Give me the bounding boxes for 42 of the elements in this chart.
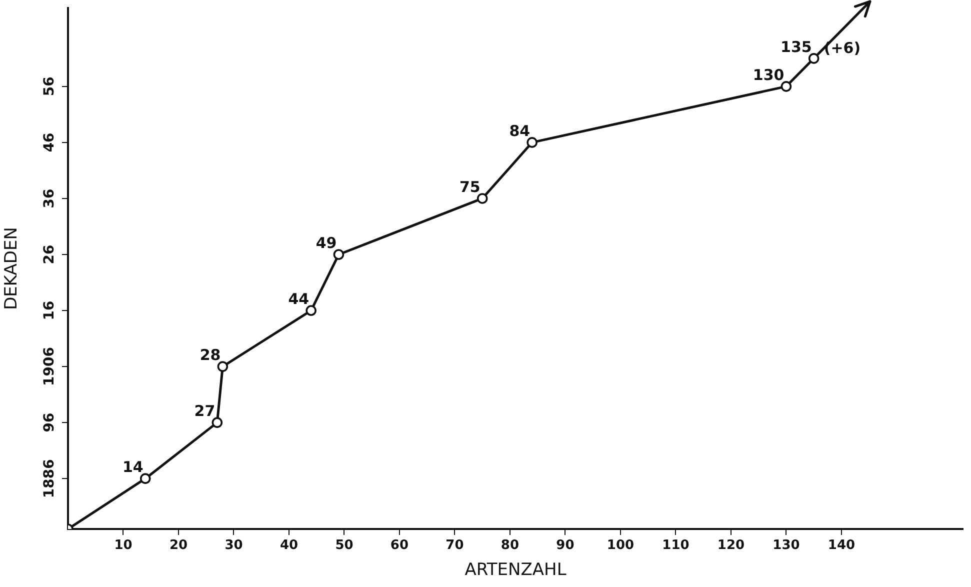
x-tick-label: 10 [114,538,132,554]
annotation: 130 [752,66,784,84]
y-tick-label: 1886 [42,459,58,498]
x-tick-label: 80 [500,538,520,554]
point [212,417,223,428]
y-axis-title: DEKADEN [2,227,22,310]
point [217,361,228,372]
x-tick-label: 70 [446,538,464,554]
point [333,249,344,260]
x-tick-label: 100 [606,538,634,554]
x-tick-label: 40 [280,538,298,554]
x-tick-label: 110 [662,538,690,554]
x-tick-label: 130 [772,538,800,554]
annotation: 135 [780,38,812,56]
x-tick-label: 60 [390,538,409,554]
y-tick-label: 96 [42,412,58,432]
annotation: 27 [194,402,216,420]
y-tick-label: 36 [42,188,58,208]
point [780,81,792,92]
annotation: 84 [509,122,530,140]
point [476,193,488,204]
x-tick-label: 50 [335,538,354,554]
y-tick-label: 26 [42,244,58,264]
annotation: 49 [316,234,337,252]
y-tick-label: 1906 [42,347,58,386]
y-tick-label: 16 [42,300,58,320]
point [140,473,151,484]
x-tick-label: 30 [224,538,243,554]
y-tick-label: 56 [42,76,58,96]
annotation: 28 [200,346,221,364]
point [306,305,316,316]
annotation: 44 [288,290,310,308]
x-tick-label: 90 [556,538,574,554]
point [526,137,538,148]
point [808,53,820,64]
x-axis-title: ARTENZAHL [464,560,567,580]
annotation: 14 [122,458,144,476]
x-tick-label: 20 [169,538,188,554]
annotation: 75 [459,178,480,196]
x-tick-label: 140 [828,538,856,554]
y-tick-label: 46 [42,132,58,152]
x-tick-label: 120 [717,538,745,554]
